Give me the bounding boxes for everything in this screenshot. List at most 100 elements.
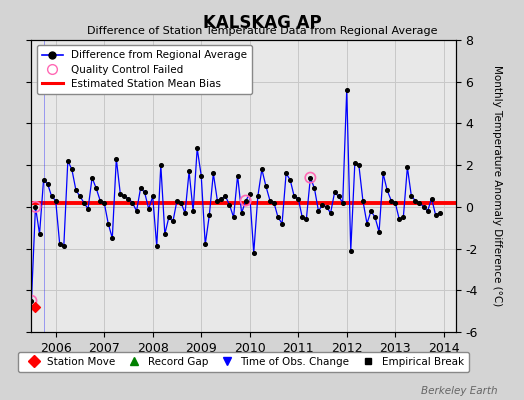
Point [60,243,68,250]
Y-axis label: Monthly Temperature Anomaly Difference (°C): Monthly Temperature Anomaly Difference (… [492,65,502,307]
Point [27,298,36,304]
Point [322,204,331,210]
Point [310,185,319,191]
Point [88,174,96,181]
Point [331,189,339,196]
Point [339,200,347,206]
Text: KALSKAG AP: KALSKAG AP [203,14,321,32]
Point [371,214,379,220]
Point [108,235,116,241]
Point [213,197,222,204]
Point [169,218,177,225]
Point [233,172,242,179]
Point [286,176,294,183]
Point [254,193,262,200]
Point [39,176,48,183]
Point [375,229,383,235]
Point [148,193,157,200]
Point [367,208,375,214]
Point [193,145,201,152]
Point [230,214,238,220]
Point [185,168,193,174]
Point [403,164,411,170]
Point [318,202,326,208]
Point [395,216,403,222]
Point [431,212,440,218]
Point [197,172,205,179]
Point [411,197,420,204]
Point [173,197,181,204]
Point [294,195,302,202]
Point [100,200,108,206]
Point [124,195,133,202]
Point [266,197,274,204]
Point [157,162,165,168]
Point [116,191,125,198]
Point [209,170,217,177]
Point [80,200,88,206]
Point [136,185,145,191]
Point [161,231,169,237]
Point [76,193,84,200]
Point [428,195,436,202]
Point [201,241,210,248]
Point [363,220,371,227]
Point [270,200,278,206]
Point [165,214,173,220]
Point [177,200,185,206]
Point [63,158,72,164]
Point [246,191,254,198]
Point [314,208,323,214]
Point [31,304,40,310]
Point [242,197,250,204]
Point [306,174,314,181]
Point [258,166,266,172]
Point [302,216,311,222]
Point [343,87,351,93]
Point [68,166,76,172]
Point [96,197,104,204]
Point [435,210,444,216]
Point [84,206,92,212]
Point [290,193,298,200]
Point [306,174,314,181]
Point [383,187,391,193]
Point [35,231,43,237]
Point [261,183,270,189]
Point [51,197,60,204]
Point [217,195,226,202]
Point [225,202,234,208]
Point [205,212,213,218]
Point [419,204,428,210]
Point [181,210,189,216]
Point [274,214,282,220]
Point [104,220,113,227]
Point [189,208,198,214]
Point [387,197,396,204]
Point [298,214,307,220]
Point [416,200,424,206]
Point [221,193,230,200]
Point [326,210,335,216]
Point [72,187,80,193]
Point [27,298,36,304]
Point [145,206,153,212]
Point [391,200,399,206]
Point [56,241,64,248]
Point [282,170,290,177]
Point [237,210,246,216]
Point [43,181,52,187]
Point [278,220,286,227]
Text: Berkeley Earth: Berkeley Earth [421,386,498,396]
Point [133,208,141,214]
Point [120,193,128,200]
Legend: Station Move, Record Gap, Time of Obs. Change, Empirical Break: Station Move, Record Gap, Time of Obs. C… [18,352,469,372]
Point [334,193,343,200]
Point [140,189,149,196]
Point [128,200,137,206]
Point [346,248,355,254]
Point [249,250,258,256]
Point [242,197,250,204]
Point [407,193,416,200]
Point [31,204,40,210]
